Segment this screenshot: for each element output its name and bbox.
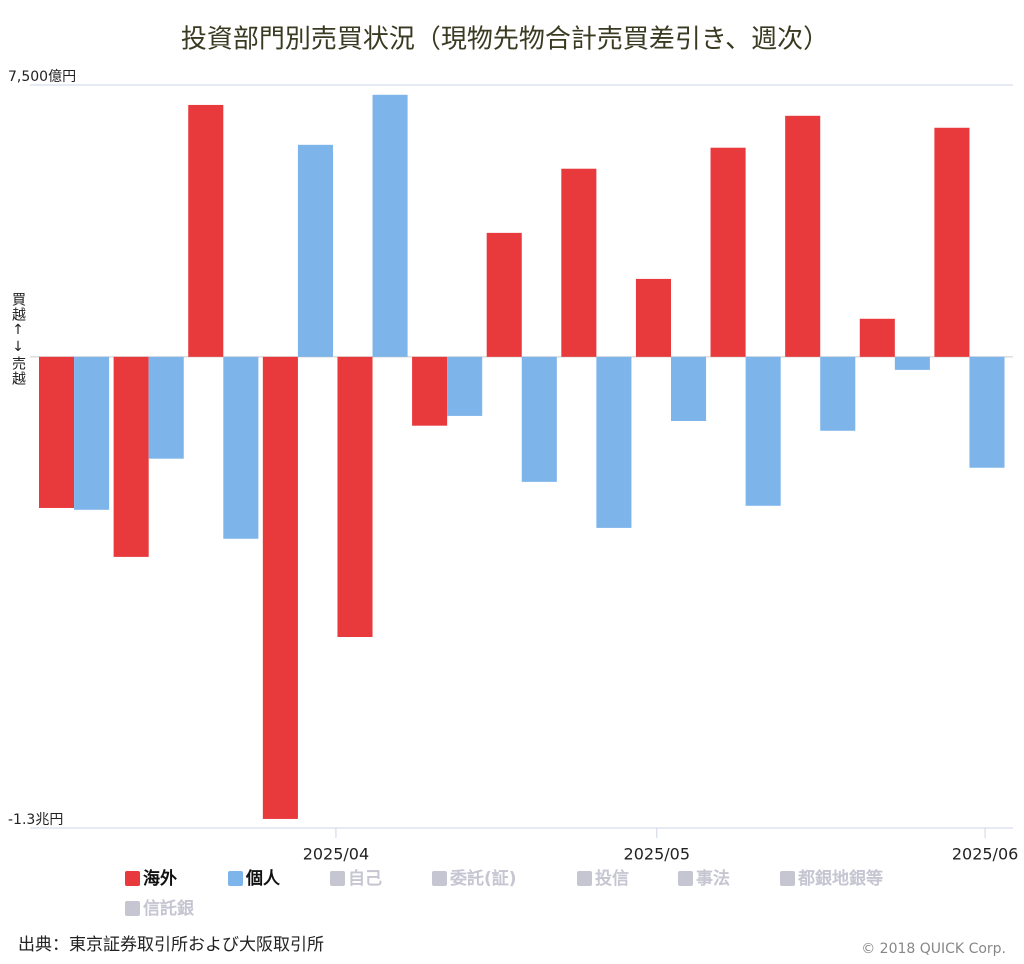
bar — [635, 278, 671, 357]
bar — [372, 94, 408, 357]
bar — [596, 356, 632, 528]
bar — [188, 104, 224, 357]
legend-swatch — [780, 871, 795, 886]
legend-swatch — [125, 871, 140, 886]
x-tick-label: 2025/06 — [952, 845, 1018, 864]
bar — [486, 232, 522, 357]
bar — [820, 356, 856, 431]
y-tick-label: 7,500億円 — [8, 69, 76, 85]
bar — [412, 356, 448, 426]
bar — [223, 356, 259, 539]
chart-title: 投資部門別売買状況（現物先物合計売買差引き、週次） — [181, 25, 829, 55]
bar — [39, 356, 75, 508]
bar — [710, 147, 746, 357]
bar — [297, 144, 333, 357]
x-tick-label: 2025/04 — [303, 845, 369, 864]
legend-swatch — [330, 871, 345, 886]
bar — [447, 356, 483, 416]
bar — [785, 115, 821, 357]
bar — [148, 356, 184, 459]
credit: © 2018 QUICK Corp. — [861, 941, 1006, 957]
y-tick-label: -1.3兆円 — [8, 812, 63, 828]
bar — [745, 356, 781, 506]
y-axis-label: 買越↑↓売越 — [10, 292, 26, 386]
legend-swatch — [125, 901, 140, 916]
legend-label[interactable]: 個人 — [245, 868, 281, 889]
legend-label[interactable]: 事法 — [696, 868, 730, 889]
legend-label[interactable]: 自己 — [348, 868, 382, 889]
bar — [859, 318, 895, 357]
bar — [934, 127, 970, 357]
bar — [74, 356, 110, 510]
legend-swatch — [228, 871, 243, 886]
bar — [113, 356, 149, 557]
bar — [670, 356, 707, 421]
legend-swatch — [577, 871, 592, 886]
legend-label[interactable]: 海外 — [143, 868, 177, 889]
legend-label[interactable]: 都銀地銀等 — [797, 868, 883, 889]
legend-label[interactable]: 委託(証) — [449, 868, 517, 889]
bar — [894, 356, 930, 370]
legend-swatch — [678, 871, 693, 886]
source: 出典：東京証券取引所および大阪取引所 — [18, 935, 324, 955]
legend-label[interactable]: 投信 — [595, 868, 629, 889]
bar — [561, 168, 597, 357]
bar — [262, 356, 298, 819]
x-tick-label: 2025/05 — [624, 845, 690, 864]
bar — [969, 356, 1005, 468]
bar — [521, 356, 557, 482]
legend-swatch — [432, 871, 447, 886]
legend-label[interactable]: 信託銀 — [143, 898, 194, 919]
bar — [337, 356, 373, 637]
